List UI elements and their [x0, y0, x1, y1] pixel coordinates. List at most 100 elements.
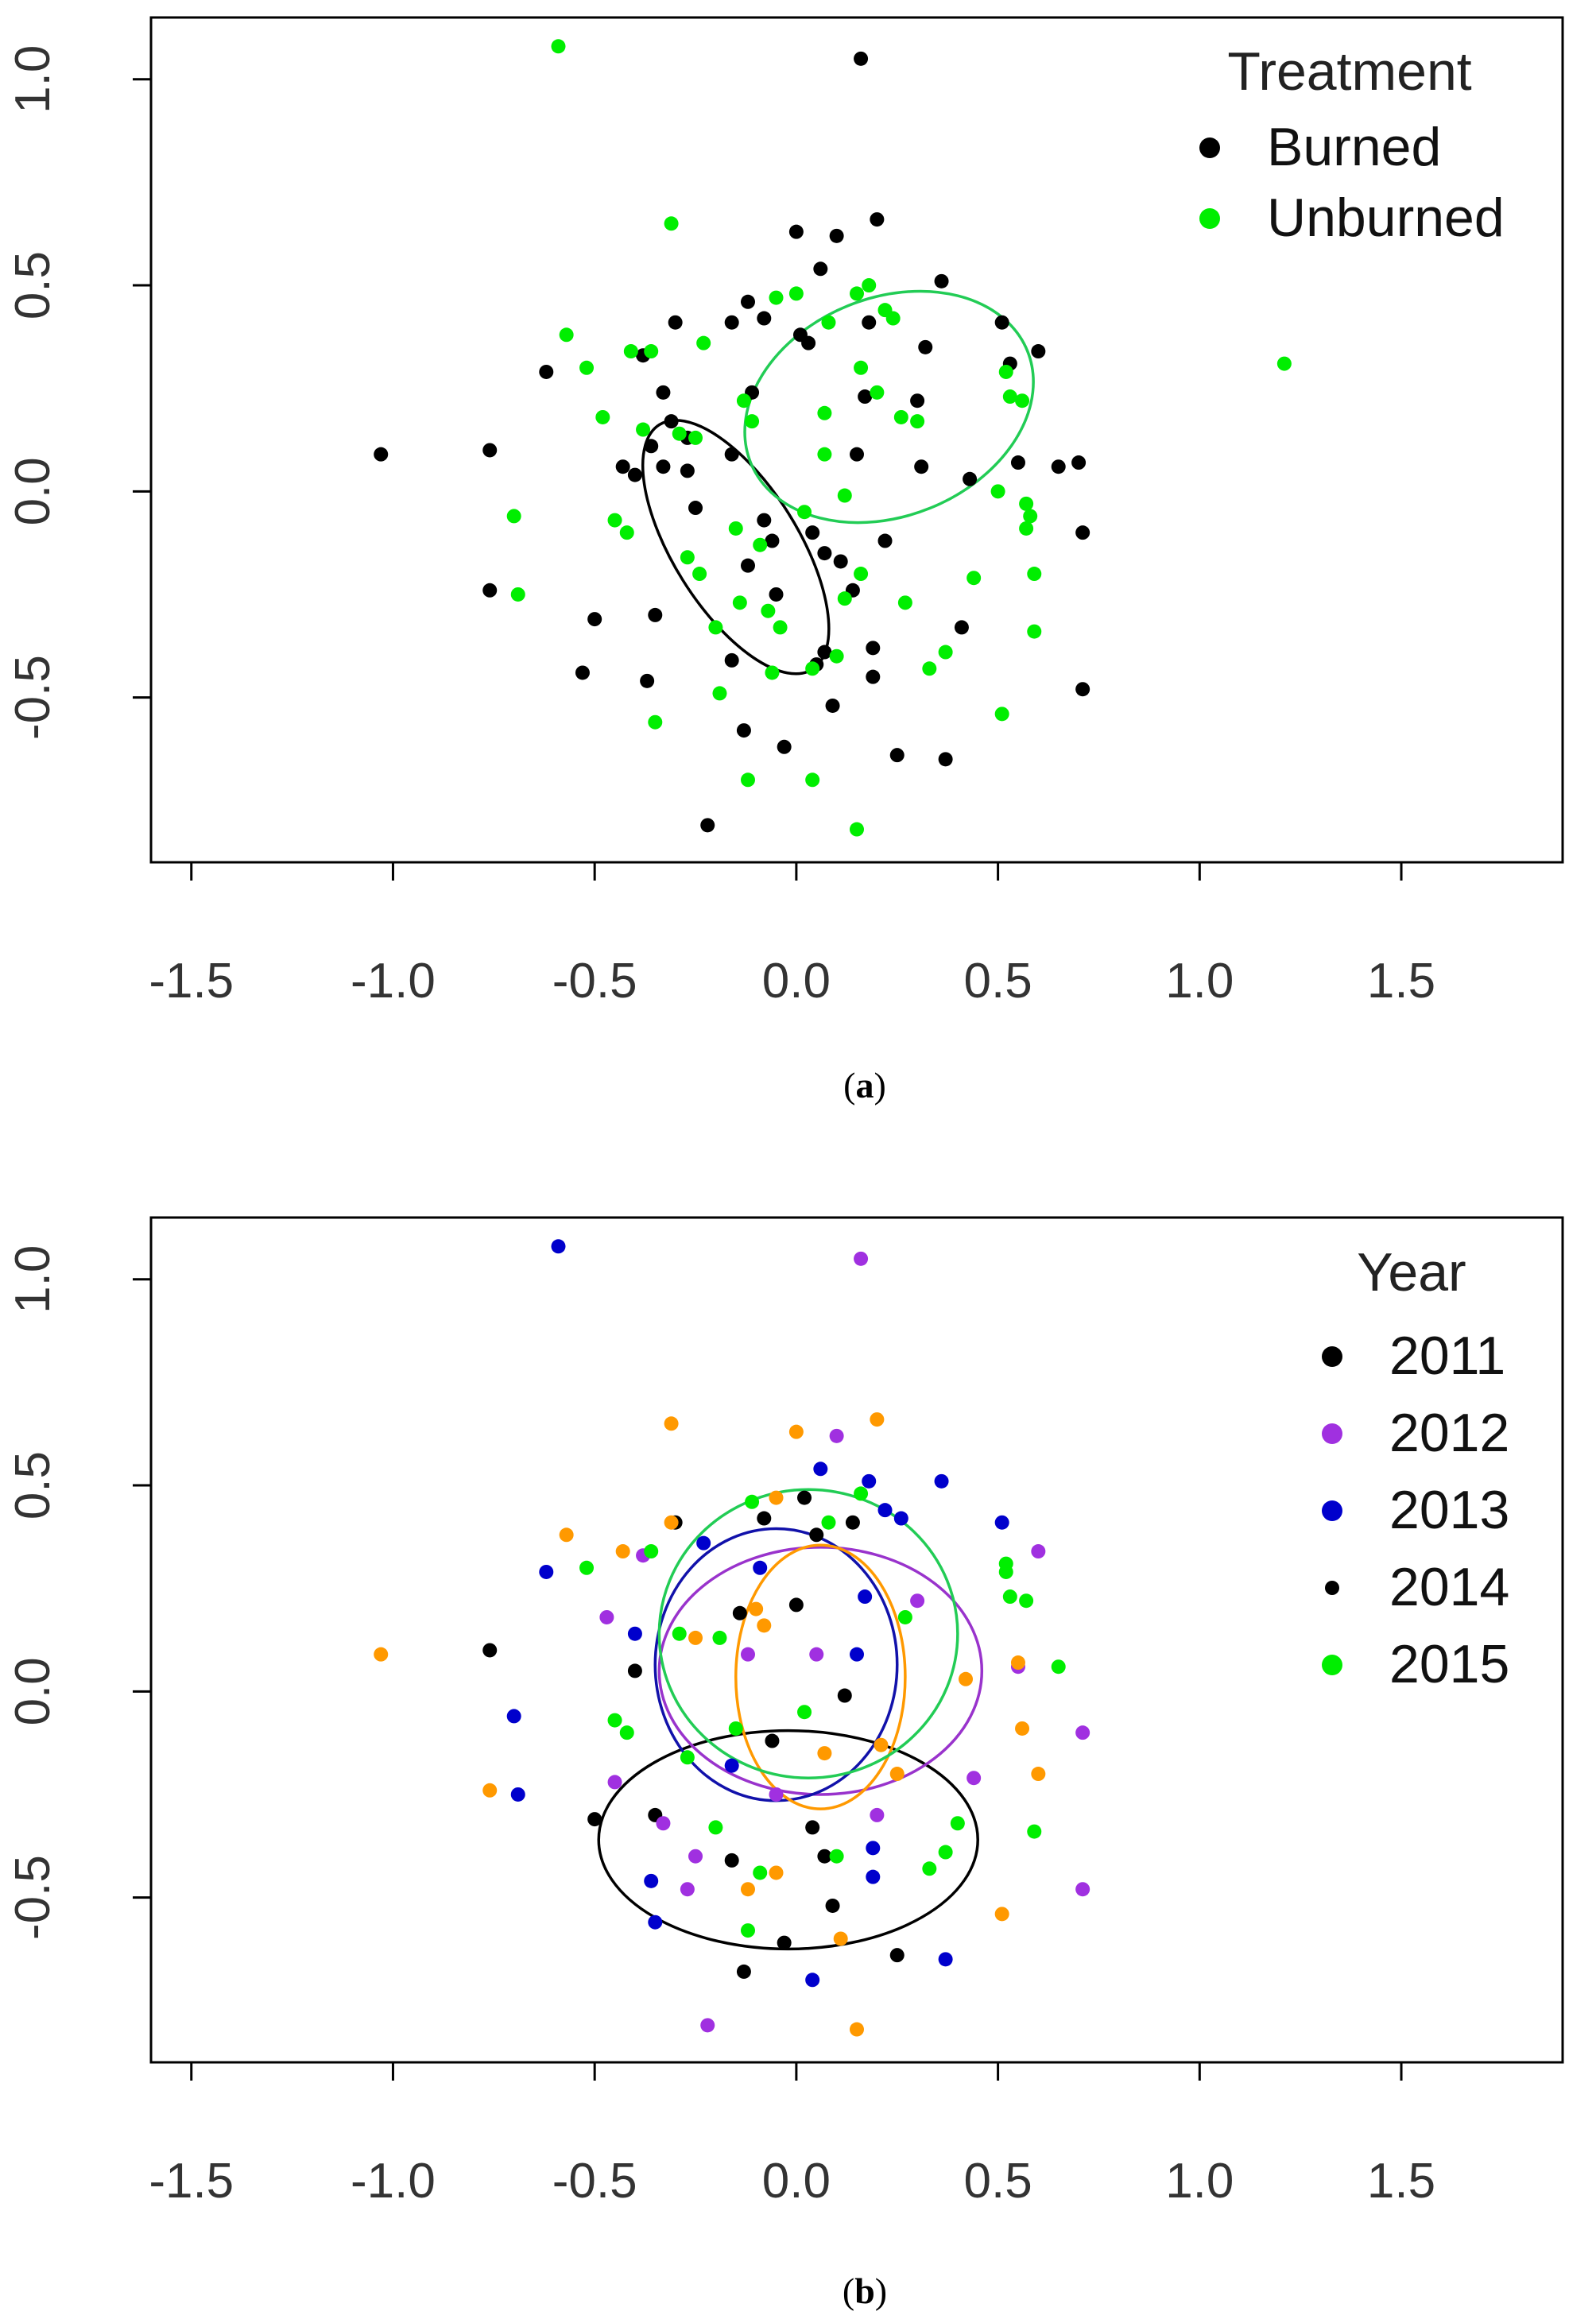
point-burned [877, 533, 893, 548]
point-2014 [994, 1907, 1009, 1922]
point-burned [627, 467, 642, 482]
point-unburned [559, 327, 574, 343]
point-burned [1075, 682, 1090, 697]
point-burned [656, 459, 671, 474]
point-2012 [870, 1807, 885, 1822]
point-burned [1071, 455, 1087, 470]
point-unburned [644, 344, 659, 359]
point-unburned [922, 661, 937, 676]
point-2013 [506, 1709, 521, 1724]
point-burned [817, 645, 832, 660]
point-2011 [805, 1820, 820, 1835]
point-2011 [777, 1935, 792, 1950]
y-axis: -0.5 0.0 0.5 1.0 [6, 45, 151, 740]
x-tick-label: 1.0 [1165, 954, 1234, 1009]
legend-marker [1322, 1423, 1342, 1444]
point-2012 [1075, 1725, 1090, 1740]
point-unburned [753, 537, 768, 552]
point-burned [801, 335, 816, 350]
point-2014 [788, 1424, 804, 1439]
point-2014 [374, 1647, 389, 1662]
point-burned [777, 739, 792, 754]
point-2015 [922, 1861, 937, 1876]
point-burned [889, 748, 905, 763]
point-burned [724, 652, 739, 668]
point-2014 [740, 1882, 755, 1897]
point-burned [688, 501, 703, 516]
point-unburned [829, 649, 844, 664]
point-2015 [672, 1626, 687, 1641]
point-unburned [728, 521, 743, 536]
point-unburned [893, 409, 908, 424]
point-burned [854, 51, 869, 66]
point-2014 [664, 1416, 679, 1431]
point-burned [769, 587, 784, 602]
point-2011 [765, 1733, 780, 1748]
legend: Treatment Burned Unburned [1199, 41, 1505, 248]
point-unburned [910, 414, 925, 429]
point-unburned [745, 414, 760, 429]
point-2014 [1015, 1721, 1030, 1736]
point-burned [850, 447, 864, 462]
point-2013 [877, 1503, 893, 1518]
point-2015 [753, 1865, 768, 1880]
point-unburned [664, 216, 679, 231]
legend-marker [1325, 1581, 1339, 1595]
point-2012 [656, 1816, 671, 1831]
ellipse-2014 [734, 1543, 907, 1810]
point-2013 [510, 1787, 525, 1802]
point-unburned [688, 430, 703, 445]
x-axis: -1.5 -1.0 -0.5 0.0 0.5 1.0 1.5 [149, 862, 1435, 1009]
ellipse-2015 [657, 1488, 959, 1779]
point-unburned [636, 422, 651, 437]
point-unburned [1019, 521, 1034, 536]
x-tick-label: -0.5 [552, 954, 637, 1009]
point-burned [575, 665, 590, 680]
point-2012 [700, 2018, 715, 2033]
point-unburned [619, 525, 634, 540]
point-2013 [893, 1511, 908, 1526]
legend-marker [1199, 137, 1220, 158]
point-unburned [680, 550, 695, 565]
point-unburned [821, 315, 836, 330]
point-burned [680, 463, 695, 478]
y-tick-label: 1.0 [6, 1245, 60, 1314]
y-tick-label: 1.0 [6, 45, 60, 114]
legend-label: Unburned [1267, 188, 1505, 248]
x-tick-label: 0.0 [762, 954, 831, 1009]
point-2015 [998, 1556, 1013, 1571]
ellipse-layer [597, 1488, 984, 1951]
point-2014 [769, 1490, 784, 1505]
legend-label: Burned [1267, 117, 1441, 177]
y-tick-label: -0.5 [6, 655, 60, 740]
point-burned [833, 554, 848, 569]
point-2015 [1027, 1824, 1042, 1839]
point-unburned [692, 567, 707, 582]
point-unburned [773, 620, 788, 635]
y-tick-label: 0.5 [6, 251, 60, 319]
point-2011 [825, 1898, 840, 1913]
point-2013 [627, 1626, 642, 1641]
point-unburned [732, 595, 747, 610]
point-unburned [1276, 356, 1292, 371]
point-burned [805, 525, 820, 540]
point-2013 [934, 1473, 949, 1489]
point-burned [615, 459, 630, 474]
point-2015 [950, 1816, 965, 1831]
point-2011 [845, 1515, 860, 1530]
point-burned [765, 533, 780, 548]
point-burned [910, 393, 925, 408]
point-unburned [967, 571, 982, 586]
point-2014 [874, 1737, 889, 1752]
point-unburned [885, 311, 901, 326]
x-tick-label: -1.0 [351, 954, 436, 1009]
point-2011 [732, 1605, 747, 1620]
point-unburned [817, 447, 832, 462]
point-2011 [587, 1812, 602, 1827]
point-unburned [672, 426, 687, 441]
point-unburned [1027, 624, 1042, 639]
point-2013 [994, 1515, 1009, 1530]
point-2014 [749, 1601, 764, 1616]
point-2012 [854, 1251, 869, 1266]
